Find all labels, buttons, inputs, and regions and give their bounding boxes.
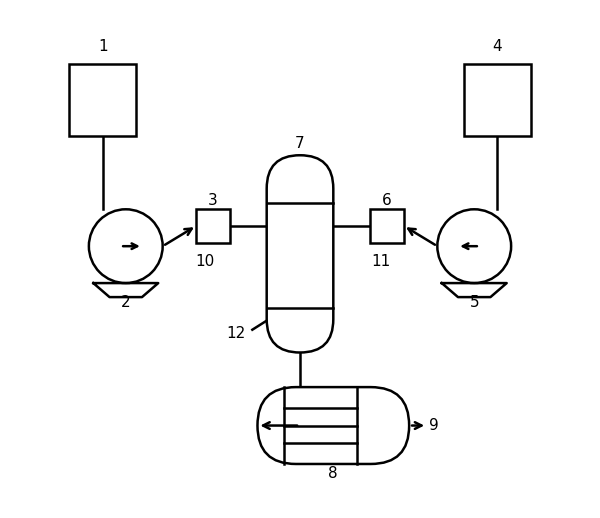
Circle shape — [89, 209, 163, 283]
Text: 8: 8 — [328, 466, 338, 481]
Circle shape — [437, 209, 511, 283]
Text: 3: 3 — [208, 193, 218, 208]
Text: 4: 4 — [493, 39, 502, 54]
Text: 9: 9 — [429, 418, 439, 433]
Text: 6: 6 — [382, 193, 392, 208]
Bar — [70, 64, 136, 136]
Text: 2: 2 — [121, 295, 131, 310]
Bar — [370, 209, 404, 242]
FancyBboxPatch shape — [257, 387, 409, 464]
Text: 5: 5 — [469, 295, 479, 310]
FancyBboxPatch shape — [266, 155, 334, 353]
Text: 7: 7 — [295, 136, 305, 151]
Text: 1: 1 — [98, 39, 107, 54]
Bar — [196, 209, 230, 242]
Text: 10: 10 — [196, 254, 215, 269]
Bar — [464, 64, 530, 136]
Text: 12: 12 — [226, 326, 245, 341]
Text: 11: 11 — [371, 254, 391, 269]
